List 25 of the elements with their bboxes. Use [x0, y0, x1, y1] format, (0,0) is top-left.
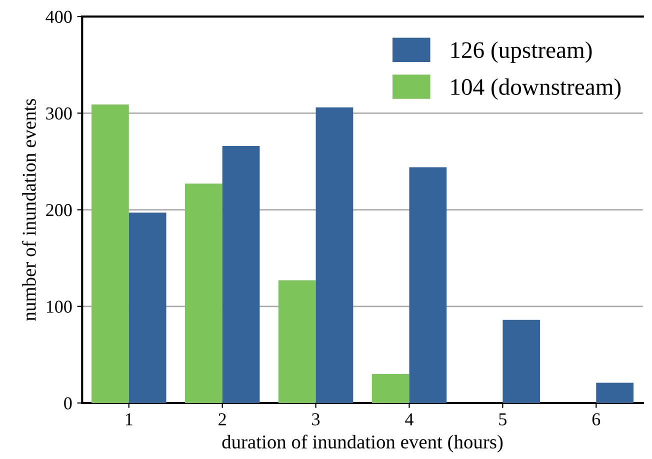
bar: [128, 212, 166, 403]
y-tick-label: 200: [46, 204, 72, 216]
x-tick-label: 2: [218, 413, 226, 426]
bar: [596, 382, 634, 403]
y-tick-label: 100: [46, 300, 72, 313]
bar: [316, 107, 354, 403]
bar: [184, 184, 222, 403]
bar: [91, 104, 129, 403]
legend-label: 104 (downstream): [451, 78, 621, 100]
bar: [222, 146, 260, 403]
x-axis-title: duration of inundation event (hours): [222, 434, 503, 452]
x-tick-label: 1: [126, 413, 132, 426]
bar: [278, 280, 316, 403]
bar: [409, 167, 447, 403]
legend-label: 126 (upstream): [451, 41, 592, 63]
x-tick-label: 3: [312, 413, 320, 426]
x-tick-label: 4: [405, 413, 414, 426]
x-tick-label: 5: [499, 413, 506, 426]
y-axis-title: number of inundation events: [22, 98, 36, 321]
bar: [502, 320, 540, 403]
y-tick-label: 0: [64, 397, 72, 410]
bar: [372, 374, 410, 403]
y-tick-label: 400: [46, 10, 72, 23]
y-tick-label: 300: [46, 107, 72, 120]
x-tick-label: 6: [592, 413, 600, 426]
